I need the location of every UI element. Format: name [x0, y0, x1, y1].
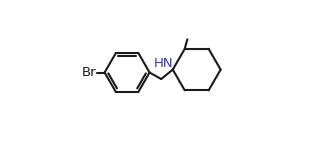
- Text: Br: Br: [82, 66, 96, 79]
- Text: HN: HN: [154, 57, 173, 70]
